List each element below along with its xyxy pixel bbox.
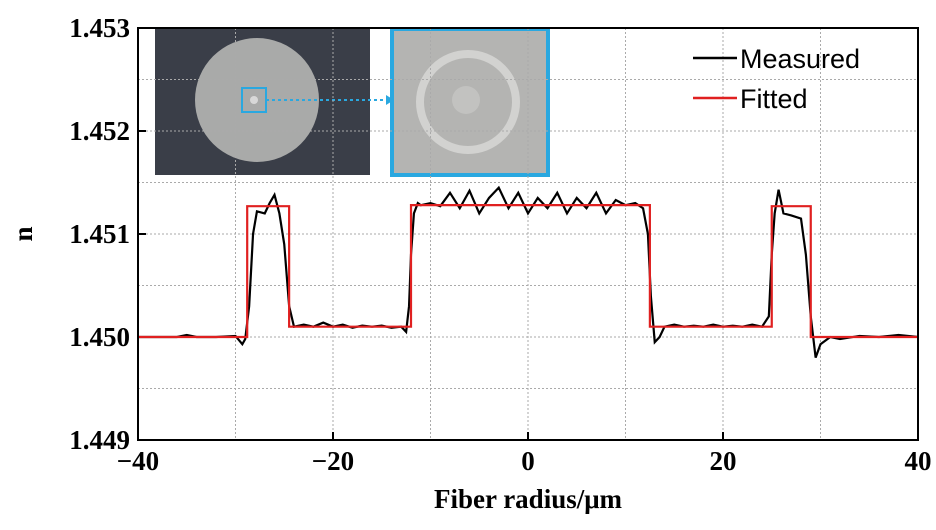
x-tick-label: −20 bbox=[312, 446, 354, 476]
legend-label: Fitted bbox=[740, 84, 808, 114]
x-tick-label: −40 bbox=[117, 446, 159, 476]
core bbox=[452, 86, 480, 114]
y-tick-label: 1.453 bbox=[69, 13, 130, 43]
inset-fiber bbox=[155, 27, 550, 177]
plot-frame bbox=[137, 27, 919, 441]
series-line bbox=[138, 204, 918, 339]
y-axis-title: n bbox=[8, 226, 38, 241]
y-tick-label: 1.451 bbox=[69, 219, 130, 249]
x-axis-title: Fiber radius/μm bbox=[434, 484, 623, 514]
y-tick-label: 1.449 bbox=[69, 425, 130, 455]
x-tick-label: 20 bbox=[710, 446, 737, 476]
x-tick-label: 0 bbox=[521, 446, 535, 476]
legend-label: Measured bbox=[740, 44, 860, 74]
y-tick-label: 1.452 bbox=[69, 116, 130, 146]
y-tick-label: 1.450 bbox=[69, 322, 130, 352]
x-tick-label: 40 bbox=[905, 446, 932, 476]
ring bbox=[416, 50, 520, 154]
fiber-core bbox=[250, 96, 258, 104]
